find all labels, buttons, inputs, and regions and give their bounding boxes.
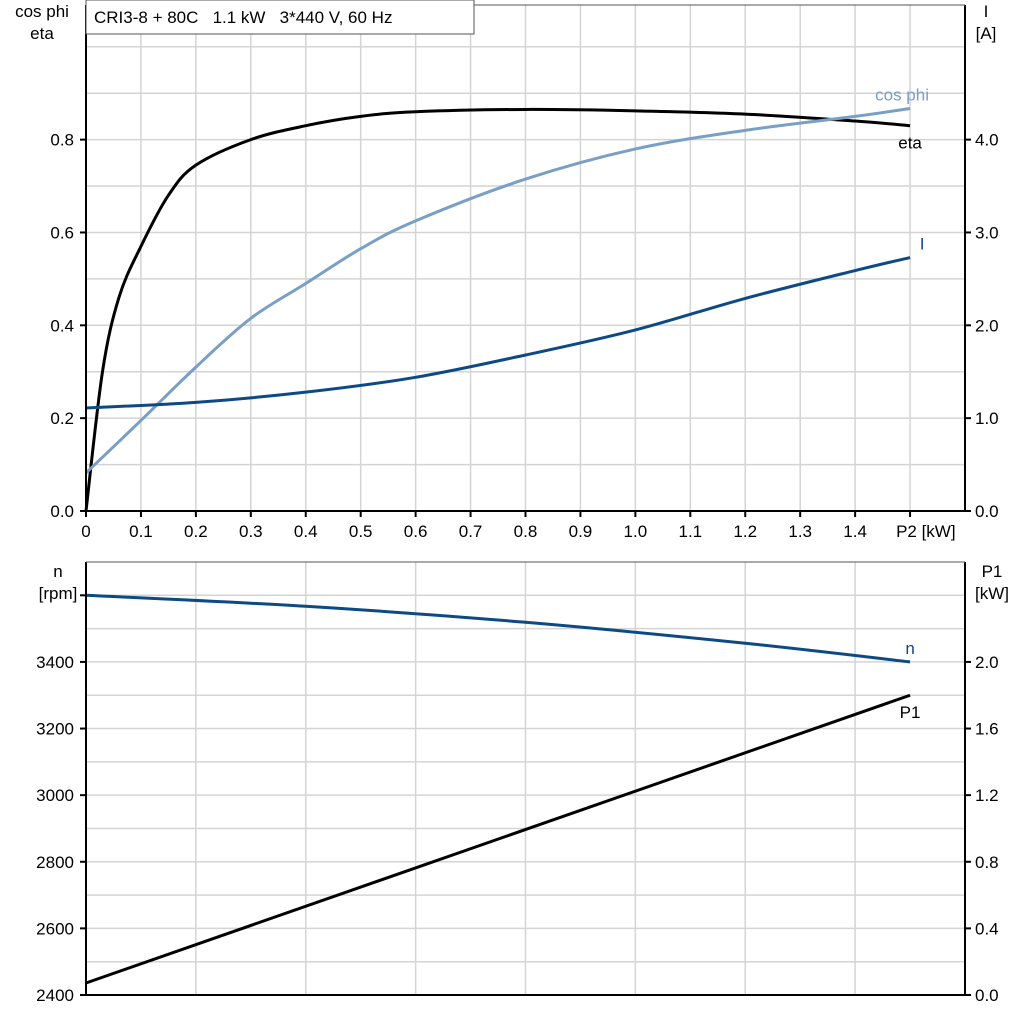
y-axis-title-left: cos phi (15, 2, 69, 21)
bottom-chart-grid (86, 562, 965, 995)
x-tick-label: 1.1 (678, 522, 702, 541)
y-tick-label-left: 2600 (36, 919, 74, 938)
x-tick-label: 0.9 (569, 522, 593, 541)
y-tick-label-right: 0.4 (975, 919, 999, 938)
y-tick-label-right: 1.6 (975, 720, 999, 739)
series-label-i: I (920, 235, 925, 254)
y-axis-title-right: [kW] (975, 584, 1009, 603)
y-tick-label-right: 4.0 (975, 131, 999, 150)
y-tick-label-left: 0.8 (50, 131, 74, 150)
series-label-cos-phi: cos phi (875, 86, 929, 105)
series-label-eta: eta (898, 134, 922, 153)
series-eta-line (84, 107, 911, 512)
y-tick-label-left: 0.0 (50, 502, 74, 521)
y-tick-label-left: 2800 (36, 853, 74, 872)
y-tick-label-right: 1.0 (975, 409, 999, 428)
series-p1-line (85, 693, 911, 985)
y-tick-label-left: 0.6 (50, 223, 74, 242)
x-tick-label: 1.2 (733, 522, 757, 541)
series-i-line (85, 256, 911, 410)
x-tick-label: 0.1 (129, 522, 153, 541)
x-tick-label: 0.6 (404, 522, 428, 541)
y-tick-label-left: 0.2 (50, 409, 74, 428)
y-tick-label-left: 3200 (36, 720, 74, 739)
axis-labels: 0.0 0.2 0.4 0.6 0.8 0.0 1.0 2.0 3.0 4.0 0 0.1 0.2 0.3… (15, 2, 1009, 1005)
y-tick-label-right: 0.8 (975, 853, 999, 872)
chart-title: CRI3-8 + 80C 1.1 kW 3*440 V, 60 Hz (94, 8, 392, 27)
top-chart-grid (86, 5, 965, 511)
x-tick-label: 1.4 (843, 522, 867, 541)
series-cos-phi-line (84, 107, 911, 475)
x-tick-label: 1.3 (788, 522, 812, 541)
y-tick-label-right: 3.0 (975, 223, 999, 242)
y-tick-label-left: 3400 (36, 653, 74, 672)
series-label-p1: P1 (900, 703, 921, 722)
x-tick-label: 0.2 (184, 522, 208, 541)
y-tick-label-right: 0.0 (975, 502, 999, 521)
y-axis-title-right: I (984, 2, 989, 21)
y-axis-title-right: [A] (976, 24, 997, 43)
x-tick-label: 0 (81, 522, 90, 541)
y-tick-label-right: 2.0 (975, 316, 999, 335)
series-n-line (85, 593, 911, 664)
x-tick-label: 0.7 (459, 522, 483, 541)
x-axis-label: P2 [kW] (896, 522, 956, 541)
y-tick-label-left: 2400 (36, 986, 74, 1005)
axes (80, 4, 971, 996)
x-tick-label: 1.0 (624, 522, 648, 541)
y-tick-label-right: 0.0 (975, 986, 999, 1005)
y-tick-label-right: 1.2 (975, 786, 999, 805)
y-tick-label-right: 2.0 (975, 653, 999, 672)
title-box (85, 0, 475, 35)
series-lines (84, 107, 911, 985)
y-tick-label-left: 0.4 (50, 316, 74, 335)
y-axis-title-left: n (53, 562, 62, 581)
series-label-n: n (905, 639, 914, 658)
x-tick-label: 0.8 (514, 522, 538, 541)
y-axis-title-left: [rpm] (39, 584, 78, 603)
y-tick-label-left: 3000 (36, 786, 74, 805)
x-tick-label: 0.4 (294, 522, 318, 541)
x-tick-label: 0.5 (349, 522, 373, 541)
x-tick-label: 0.3 (239, 522, 263, 541)
y-axis-title-left: eta (30, 24, 54, 43)
y-axis-title-right: P1 (982, 562, 1003, 581)
